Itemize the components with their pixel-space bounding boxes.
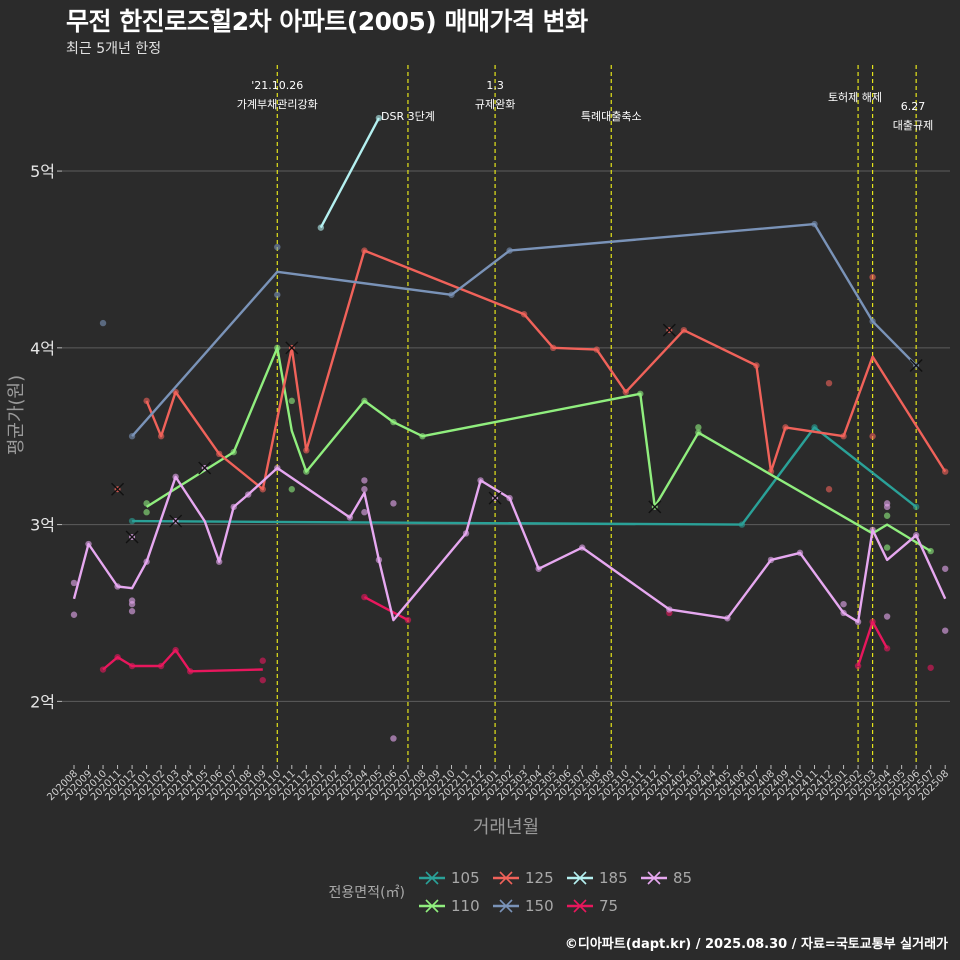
data-point-85 bbox=[128, 608, 136, 615]
y-axis-title: 평균가(원) bbox=[6, 375, 27, 455]
data-point-110 bbox=[883, 544, 891, 551]
event-label: 가계부채관리강화 bbox=[237, 98, 318, 111]
axes: 2억3억4억5억20200820200920201020201120201220… bbox=[6, 162, 951, 838]
y-tick-label: 3억 bbox=[30, 516, 55, 535]
legend-cross-85 bbox=[647, 871, 661, 885]
data-point-85 bbox=[361, 509, 368, 516]
legend-cross-110 bbox=[425, 899, 439, 913]
event-label: 1.3 bbox=[486, 79, 504, 92]
legend-label-75: 75 bbox=[599, 897, 618, 915]
legend-cross-75 bbox=[573, 899, 587, 913]
data-point-110 bbox=[883, 512, 891, 519]
legend-cross-185 bbox=[573, 871, 587, 885]
gridlines bbox=[62, 170, 950, 702]
series-line-85 bbox=[72, 466, 947, 623]
data-point-105 bbox=[128, 517, 136, 525]
cancel-mark-150 bbox=[909, 359, 923, 372]
data-point-85 bbox=[390, 500, 397, 507]
y-tick-label: 2억 bbox=[30, 692, 55, 711]
data-point-125 bbox=[869, 433, 876, 440]
cancel-mark-85 bbox=[169, 514, 183, 528]
legend: 전용면적(㎡) 105 110 125 150 185 75 85 bbox=[329, 869, 693, 915]
series-line-110 bbox=[145, 346, 932, 553]
cancel-mark-85 bbox=[488, 491, 502, 505]
legend-cross-150 bbox=[499, 899, 513, 913]
event-label: 6.27 bbox=[901, 100, 926, 113]
data-point-85 bbox=[883, 613, 891, 620]
y-tick-label: 5억 bbox=[30, 162, 55, 181]
data-point-125 bbox=[825, 379, 833, 387]
data-point-150 bbox=[99, 319, 107, 327]
cancel-mark-85 bbox=[198, 461, 212, 475]
legend-cross-105 bbox=[425, 871, 439, 885]
data-point-110 bbox=[288, 486, 295, 493]
chart-subtitle: 최근 5개년 한정 bbox=[66, 41, 162, 57]
legend-label-85: 85 bbox=[673, 869, 692, 887]
data-point-110 bbox=[695, 424, 702, 431]
chart-title: 무전 한진로즈힐2차 아파트(2005) 매매가격 변화 bbox=[66, 7, 588, 36]
series-line-185 bbox=[319, 117, 380, 229]
event-label: 대출규제 bbox=[893, 119, 933, 132]
data-point-85 bbox=[70, 579, 78, 587]
legend-label-185: 185 bbox=[599, 869, 628, 887]
y-tick-label: 4억 bbox=[30, 339, 55, 358]
legend-label-105: 105 bbox=[451, 869, 480, 887]
data-point-110 bbox=[143, 509, 150, 516]
cancel-mark-110 bbox=[648, 500, 662, 514]
series-line-125 bbox=[145, 249, 947, 491]
data-point-85 bbox=[390, 735, 397, 742]
event-label: 규제완화 bbox=[475, 98, 515, 111]
data-point-150 bbox=[274, 243, 281, 251]
data-point-85 bbox=[128, 600, 136, 608]
event-label: '21.10.26 bbox=[251, 79, 303, 92]
cancel-mark-125 bbox=[285, 341, 299, 355]
data-point-85 bbox=[70, 611, 78, 618]
series-line-105 bbox=[132, 426, 917, 526]
data-point-85 bbox=[942, 627, 949, 634]
legend-label-150: 150 bbox=[525, 897, 554, 915]
source-caption: ©디아파트(dapt.kr) / 2025.08.30 / 자료=국토교통부 실… bbox=[564, 937, 948, 952]
data-point-75 bbox=[259, 676, 266, 684]
series-line-75 bbox=[102, 648, 263, 673]
series-line-150 bbox=[131, 222, 918, 437]
data-point-85 bbox=[840, 600, 847, 608]
data-point-85 bbox=[883, 503, 891, 511]
data-point-125 bbox=[825, 486, 833, 493]
cancel-mark-125 bbox=[111, 482, 125, 496]
data-point-150 bbox=[274, 291, 281, 298]
data-point-125 bbox=[869, 273, 876, 281]
data-point-85 bbox=[361, 486, 368, 493]
data-point-85 bbox=[942, 565, 949, 572]
data-point-75 bbox=[927, 664, 934, 671]
legend-label-125: 125 bbox=[525, 869, 554, 887]
event-label: 특례대출축소 bbox=[581, 110, 642, 123]
legend-label-110: 110 bbox=[451, 897, 480, 915]
cancel-mark-85 bbox=[125, 530, 139, 544]
data-point-85 bbox=[361, 477, 368, 484]
series-line-75 bbox=[856, 620, 889, 667]
cancel-mark-125 bbox=[662, 323, 676, 337]
series-marks bbox=[70, 114, 949, 742]
series-line-75 bbox=[363, 596, 409, 622]
data-point-75 bbox=[259, 657, 266, 664]
x-axis-title: 거래년월 bbox=[473, 817, 539, 838]
legend-cross-125 bbox=[499, 871, 513, 885]
data-point-110 bbox=[288, 397, 295, 405]
event-label: 토허제 해제 bbox=[828, 90, 882, 104]
legend-title: 전용면적(㎡) bbox=[329, 885, 405, 901]
event-label: DSR 3단계 bbox=[381, 110, 435, 123]
